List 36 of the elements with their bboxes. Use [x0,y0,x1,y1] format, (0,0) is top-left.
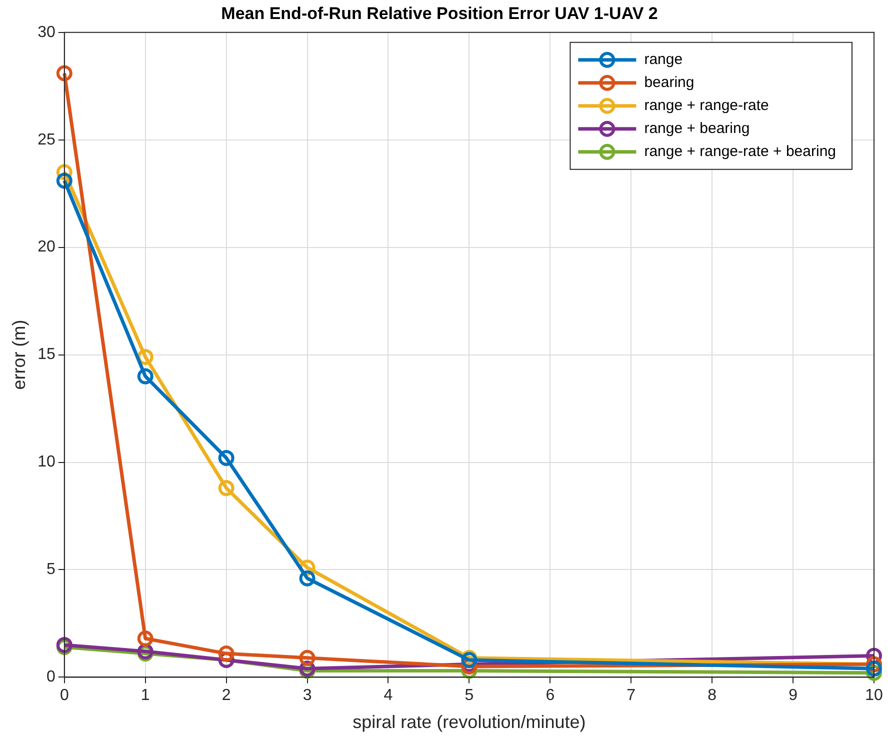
y-tick-label: 30 [38,24,56,41]
x-tick-label: 7 [626,687,636,704]
y-axis-title: error (m) [8,320,29,390]
legend-label: range + bearing [644,120,750,138]
point [137,630,154,647]
x-tick-label: 9 [788,687,798,704]
y-tick-label: 0 [46,668,56,686]
x-tick-label: 0 [60,687,69,704]
point [56,172,72,189]
legend-label: range + range-rate [644,97,769,114]
y-tick-label: 15 [38,346,56,364]
x-tick-label: 4 [384,687,393,704]
point [299,570,316,586]
legend-label: range [644,51,683,68]
point [137,368,154,384]
y-tick-label: 5 [46,561,56,578]
x-axis-title: spiral rate (revolution/minute) [352,712,586,732]
point [218,646,234,662]
legend-label: range + range-rate + bearing [644,143,836,160]
point [866,660,882,677]
y-tick-label: 20 [38,238,56,256]
point [56,65,72,82]
point [299,650,316,666]
x-tick-label: 6 [546,687,555,704]
point [218,480,234,496]
x-tick-label: 5 [464,687,474,704]
chart-title: Mean End-of-Run Relative Position Error UAV 1-UAV 2 [221,4,658,23]
x-tick-label: 1 [140,687,150,704]
point [218,450,234,466]
x-tick-label: 3 [302,687,312,704]
y-tick-label: 10 [38,454,56,471]
x-tick-label: 10 [865,687,883,704]
y-tick-label: 25 [38,131,56,148]
legend-label: bearing [644,74,694,92]
x-tick-label: 8 [708,687,717,704]
x-tick-label: 2 [222,687,231,704]
